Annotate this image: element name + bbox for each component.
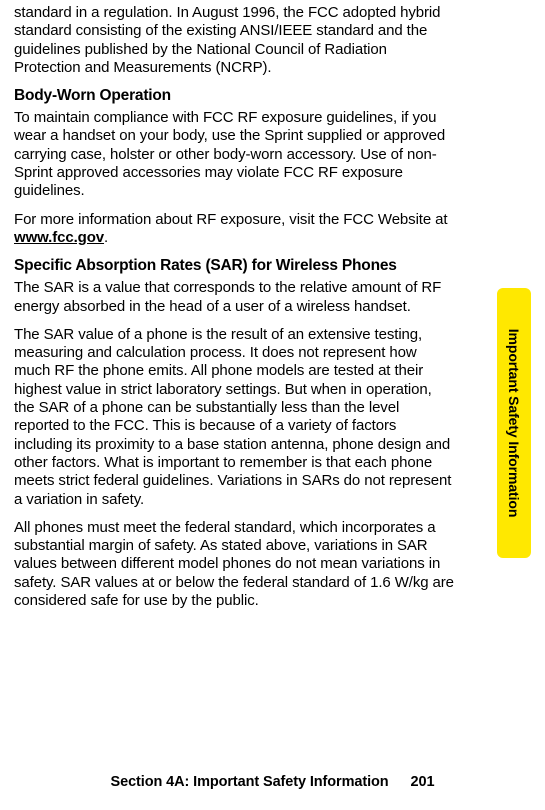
paragraph: To maintain compliance with FCC RF expos… — [14, 109, 454, 200]
footer-section: Section 4A: Important Safety Information — [111, 774, 389, 790]
text-run: . — [104, 229, 108, 246]
paragraph: standard in a regulation. In August 1996… — [14, 4, 454, 77]
side-tab: Important Safety Information — [497, 288, 531, 558]
heading-sar: Specific Absorption Rates (SAR) for Wire… — [14, 257, 454, 275]
footer-page-number: 201 — [411, 774, 435, 790]
page-footer: Section 4A: Important Safety Information… — [0, 774, 545, 790]
text-run: For more information about RF exposure, … — [14, 211, 448, 228]
body-text-column: standard in a regulation. In August 1996… — [14, 0, 454, 620]
link-fcc[interactable]: www.fcc.gov — [14, 229, 104, 246]
paragraph: The SAR value of a phone is the result o… — [14, 326, 454, 509]
paragraph: For more information about RF exposure, … — [14, 211, 454, 248]
paragraph: The SAR is a value that corresponds to t… — [14, 279, 454, 316]
heading-body-worn: Body-Worn Operation — [14, 87, 454, 105]
side-tab-label: Important Safety Information — [506, 329, 522, 518]
paragraph: All phones must meet the federal standar… — [14, 519, 454, 610]
